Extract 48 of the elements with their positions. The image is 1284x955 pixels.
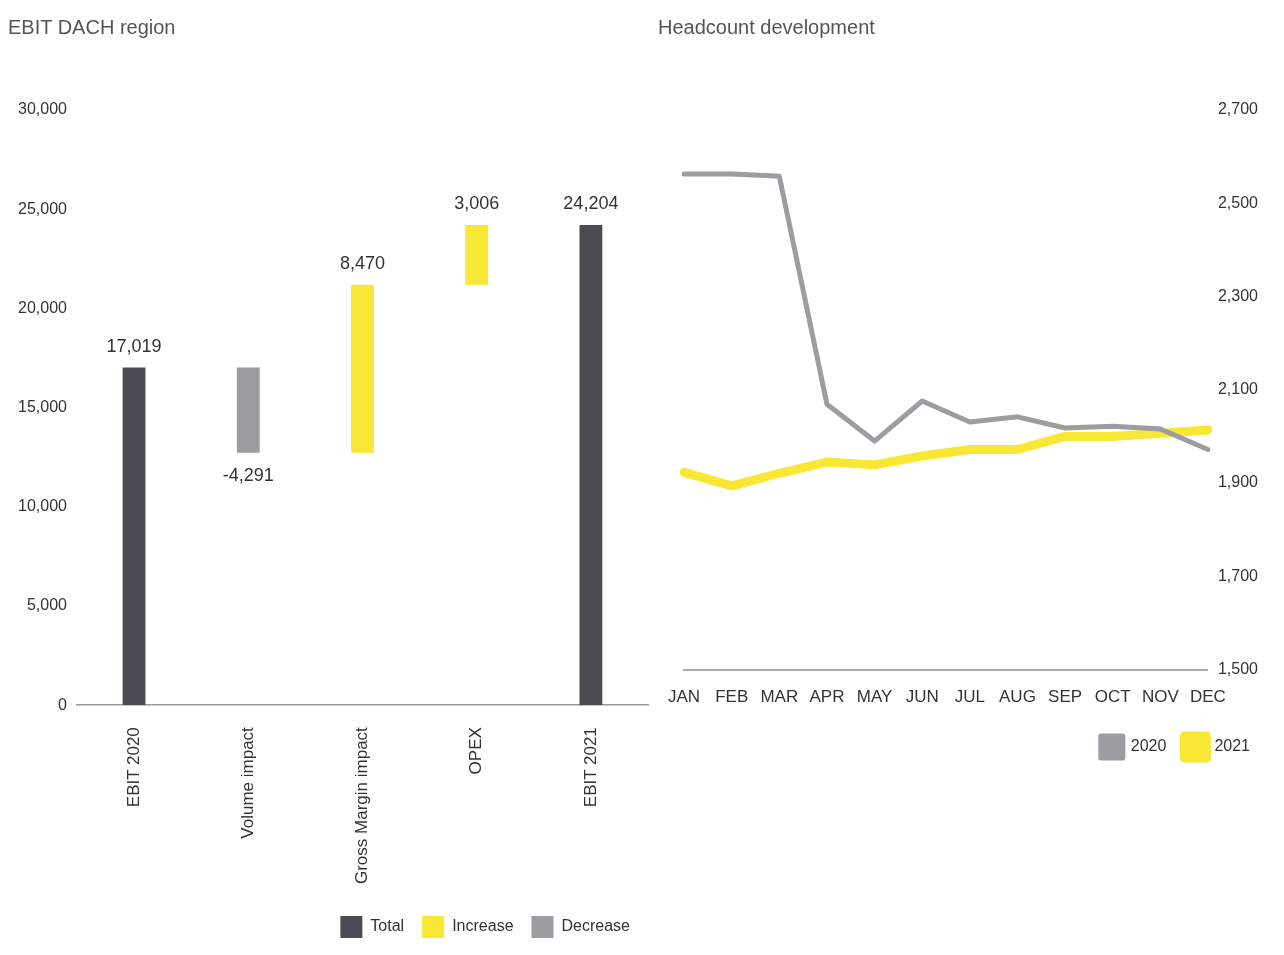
x-tick-label: NOV	[1141, 687, 1180, 707]
y-tick-label: 2,300	[1217, 286, 1259, 304]
y-tick-label: 2,100	[1217, 380, 1259, 398]
legend-label: Total	[370, 917, 405, 935]
y-tick-label: 5,000	[26, 596, 68, 614]
x-tick-label: SEP	[1048, 687, 1083, 707]
y-tick-label: 15,000	[18, 398, 68, 415]
x-tick-label: Volume impact	[237, 726, 257, 839]
x-tick-label: OCT	[1094, 687, 1131, 707]
data-label: 17,019	[106, 335, 162, 356]
x-tick-label: DEC	[1190, 687, 1226, 707]
x-tick-label: JUL	[954, 687, 985, 707]
x-tick-label: JUN	[905, 687, 939, 707]
y-tick-label: 1,700	[1217, 566, 1259, 584]
bar	[236, 367, 260, 453]
legend-label: 2021	[1214, 737, 1251, 755]
x-tick-label: JAN	[668, 687, 701, 707]
data-label: 8,470	[339, 252, 385, 273]
x-tick-label: EBIT 2021	[580, 727, 600, 808]
x-tick-label: AUG	[999, 687, 1036, 707]
chart-title: EBIT DACH region	[8, 15, 176, 38]
bar	[122, 367, 146, 706]
x-tick-label: FEB	[715, 687, 749, 707]
y-tick-label: 1,900	[1217, 473, 1259, 491]
data-label: 24,204	[563, 192, 619, 213]
y-tick-label: 1,500	[1217, 660, 1259, 678]
y-tick-label: 10,000	[18, 497, 68, 515]
chart-title: Headcount development	[658, 15, 876, 38]
y-tick-label: 30,000	[18, 100, 68, 118]
data-label: 3,006	[454, 192, 500, 213]
y-tick-label: 0	[58, 695, 68, 713]
y-tick-label: 2,700	[1217, 100, 1259, 118]
legend-label: 2020	[1130, 737, 1167, 755]
x-tick-label: APR	[809, 687, 845, 707]
bar	[465, 224, 489, 285]
x-tick-label: EBIT 2020	[123, 727, 143, 808]
x-tick-label: OPEX	[466, 727, 486, 775]
y-tick-label: 25,000	[18, 199, 68, 217]
x-tick-label: Gross Margin impact	[352, 726, 372, 885]
x-tick-label: MAR	[760, 687, 799, 707]
x-tick-label: MAY	[856, 687, 893, 707]
bar	[579, 224, 603, 706]
y-tick-label: 2,500	[1217, 193, 1259, 211]
data-label: -4,291	[222, 464, 274, 485]
legend-label: Decrease	[561, 917, 631, 935]
bar	[351, 284, 374, 453]
legend-label: Increase	[452, 917, 514, 935]
y-tick-label: 20,000	[18, 298, 68, 316]
